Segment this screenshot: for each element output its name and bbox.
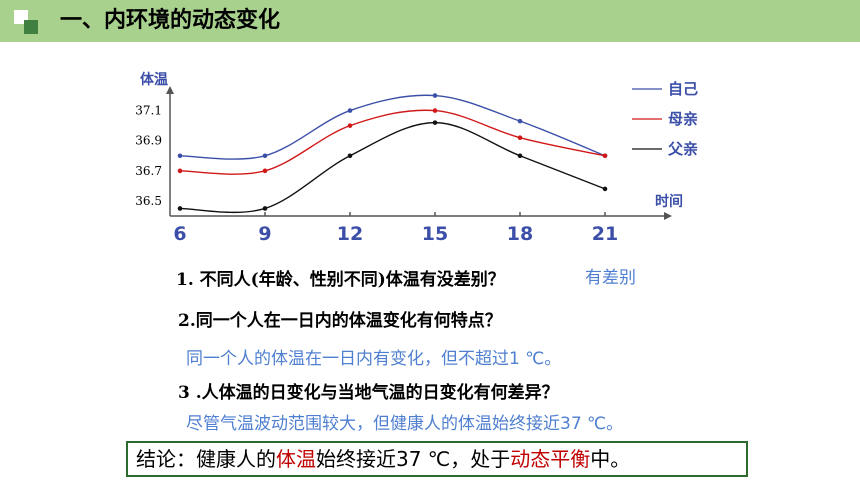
x-axis-label: 时间 [655,193,683,210]
series-point-1 [602,153,608,159]
x-tick-label: 21 [592,223,618,245]
question-3: 3 .人体温的日变化与当地气温的日变化有何差异？ [178,383,559,403]
x-tick-label: 9 [258,223,271,245]
series-point-0 [432,93,438,98]
series-point-0 [517,118,523,124]
legend-label-1: 母亲 [668,110,698,128]
series-point-1 [432,108,438,113]
y-tick-label: 36.9 [135,134,162,148]
x-tick-label: 6 [173,223,186,245]
series-point-2 [262,206,268,211]
y-tick-label: 36.7 [135,164,162,178]
series-point-0 [177,153,183,159]
y-tick-label: 36.5 [135,194,162,208]
legend-label-2: 父亲 [667,140,698,158]
conclusion-highlight-temperature: 体温 [276,447,316,471]
header-bar: 一、内环境的动态变化 [0,0,860,42]
series-point-2 [177,206,183,211]
page-title: 一、内环境的动态变化 [60,8,281,33]
conclusion-box: 结论：健康人的体温始终接近37 ℃，处于动态平衡中。 [126,441,748,477]
series-line-0 [179,94,606,160]
answer-2: 同一个人的体温在一日内有变化，但不超过1 ℃。 [186,349,562,369]
conclusion-highlight-balance: 动态平衡 [510,447,591,471]
x-tick-label: 18 [507,223,533,245]
series-line-2 [179,121,606,214]
series-point-1 [347,123,353,128]
x-tick-label: 15 [422,223,448,245]
series-point-2 [517,153,523,159]
chart-series [177,93,608,214]
y-axis-label: 体温 [140,71,168,88]
conclusion-prefix: 结论：健康人的 [136,447,276,471]
question-2: 2.同一个人在一日内的体温变化有何特点？ [178,311,502,331]
section-logo-icon [0,0,60,42]
answer-3: 尽管气温波动范围较大，但健康人的体温始终接近37 ℃。 [186,414,624,434]
y-tick-label: 37.1 [135,104,162,118]
x-tick-label: 12 [337,223,363,245]
series-point-0 [262,153,268,159]
x-axis-arrow [664,212,672,220]
series-point-0 [347,108,353,113]
conclusion-middle: 始终接近37 ℃，处于 [316,447,511,471]
legend-label-0: 自己 [668,80,698,98]
series-point-1 [177,168,183,174]
series-point-2 [602,186,608,192]
answer-1: 有差别 [585,268,636,288]
series-point-1 [517,135,523,140]
series-point-1 [262,168,268,174]
y-axis-arrow [166,86,174,94]
question-1: 1. 不同人(年龄、性别不同)体温有没差别？ [176,270,505,290]
series-point-2 [432,120,438,125]
series-point-2 [347,153,353,159]
conclusion-suffix: 中。 [590,447,631,471]
series-line-1 [179,109,606,175]
